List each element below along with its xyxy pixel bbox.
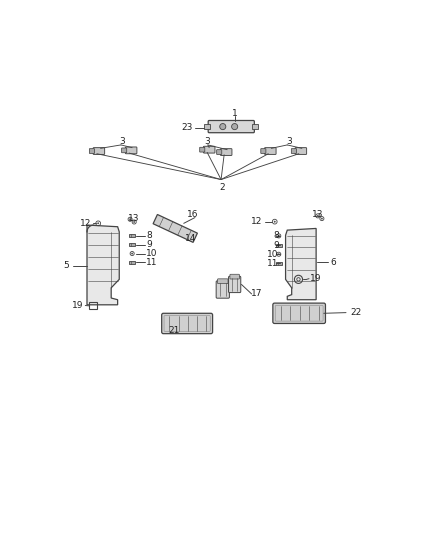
FancyBboxPatch shape [203, 146, 215, 153]
Text: 3: 3 [286, 137, 292, 146]
Text: 12: 12 [80, 219, 92, 228]
FancyBboxPatch shape [230, 274, 240, 279]
Text: 17: 17 [251, 289, 262, 298]
Text: 1: 1 [232, 109, 237, 117]
FancyBboxPatch shape [93, 148, 105, 155]
Text: 10: 10 [267, 250, 279, 259]
FancyBboxPatch shape [220, 149, 232, 156]
Text: 13: 13 [128, 214, 140, 223]
Text: 22: 22 [350, 308, 361, 317]
FancyBboxPatch shape [218, 279, 228, 284]
Polygon shape [286, 229, 316, 300]
Text: 8: 8 [273, 231, 279, 240]
Circle shape [278, 254, 279, 255]
Bar [129, 235, 135, 237]
Bar [88, 302, 97, 309]
Circle shape [220, 124, 226, 130]
Bar [130, 243, 135, 246]
Circle shape [232, 124, 238, 130]
Text: 5: 5 [64, 261, 70, 270]
Circle shape [278, 235, 279, 237]
Polygon shape [153, 214, 198, 243]
FancyBboxPatch shape [295, 148, 307, 155]
FancyBboxPatch shape [162, 313, 212, 334]
Text: 8: 8 [146, 231, 152, 240]
Text: 2: 2 [219, 183, 225, 192]
Text: 9: 9 [146, 240, 152, 249]
FancyBboxPatch shape [216, 281, 230, 298]
Text: 13: 13 [312, 211, 324, 220]
FancyBboxPatch shape [89, 149, 95, 154]
Polygon shape [87, 225, 119, 305]
Circle shape [134, 221, 135, 223]
Text: 9: 9 [273, 241, 279, 250]
Text: 3: 3 [204, 137, 210, 146]
Text: 14: 14 [185, 234, 196, 243]
Bar [276, 262, 282, 264]
FancyBboxPatch shape [208, 120, 254, 133]
FancyBboxPatch shape [200, 147, 205, 152]
Bar [276, 244, 282, 247]
Text: 21: 21 [168, 326, 180, 335]
Text: 11: 11 [267, 259, 279, 268]
FancyBboxPatch shape [125, 147, 137, 154]
FancyBboxPatch shape [291, 149, 297, 154]
Text: 10: 10 [146, 249, 158, 258]
Circle shape [274, 221, 276, 222]
FancyBboxPatch shape [261, 149, 266, 154]
Text: 6: 6 [330, 258, 336, 267]
Text: 23: 23 [181, 124, 193, 133]
FancyBboxPatch shape [265, 148, 276, 155]
Circle shape [321, 218, 322, 219]
Text: 19: 19 [310, 274, 321, 283]
Circle shape [317, 215, 318, 216]
Text: 16: 16 [187, 211, 198, 220]
Text: 3: 3 [120, 137, 126, 146]
Circle shape [131, 253, 133, 254]
Text: 19: 19 [72, 301, 84, 310]
FancyBboxPatch shape [217, 150, 222, 155]
FancyBboxPatch shape [273, 303, 325, 324]
Bar [204, 124, 210, 130]
Circle shape [130, 219, 131, 220]
Circle shape [98, 223, 99, 224]
Text: 12: 12 [251, 217, 262, 226]
FancyBboxPatch shape [229, 276, 241, 293]
FancyBboxPatch shape [122, 148, 127, 153]
Bar [130, 261, 135, 264]
Text: 11: 11 [146, 258, 158, 267]
Bar [252, 124, 258, 130]
